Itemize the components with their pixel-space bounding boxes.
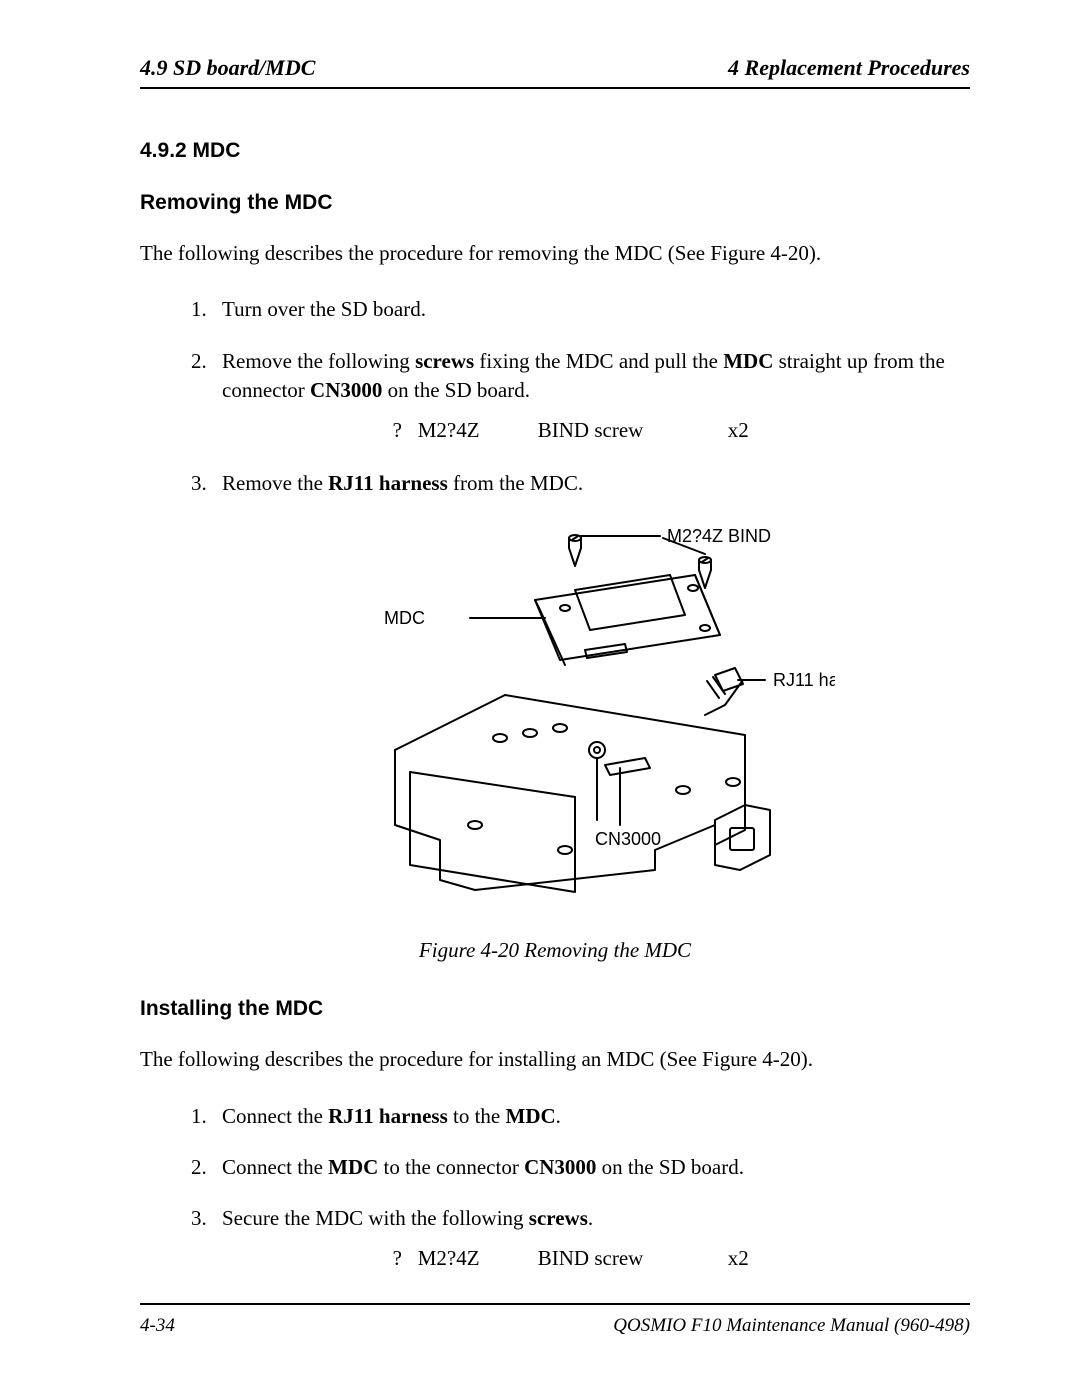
section-number: 4.9.2 MDC (140, 139, 970, 163)
text: Connect the (222, 1155, 328, 1179)
page-header: 4.9 SD board/MDC 4 Replacement Procedure… (140, 55, 970, 89)
screw-spec-line: ? M2?4ZBIND screwx2 (222, 1244, 970, 1273)
bold-text: RJ11 harness (328, 1104, 448, 1128)
text: on the SD board. (596, 1155, 744, 1179)
screw-qty: x2 (728, 416, 749, 445)
bold-text: MDC (723, 349, 773, 373)
removing-step-2: Remove the following screws fixing the M… (212, 347, 970, 445)
removing-intro: The following describes the procedure fo… (140, 239, 970, 267)
removing-step-3: Remove the RJ11 harness from the MDC. (212, 469, 970, 498)
text: Remove the (222, 471, 328, 495)
text: . (556, 1104, 561, 1128)
header-right: 4 Replacement Procedures (728, 55, 970, 81)
text: to the (448, 1104, 506, 1128)
text: . (588, 1206, 593, 1230)
text: from the MDC. (448, 471, 583, 495)
removing-heading: Removing the MDC (140, 191, 970, 215)
bold-text: screws (415, 349, 474, 373)
page-footer: 4-34 QOSMIO F10 Maintenance Manual (960-… (140, 1303, 970, 1337)
bold-text: screws (529, 1206, 588, 1230)
screw-q: ? (222, 416, 402, 445)
diagram-label-mdc: MDC (384, 608, 425, 628)
screw-spec: M2?4Z (418, 1244, 538, 1273)
screw-type: BIND screw (538, 1244, 728, 1273)
removing-step-1: Turn over the SD board. (212, 295, 970, 324)
mdc-diagram: MDC M2?4Z BIND RJ11 harness CN3000 (275, 520, 835, 920)
text: fixing the MDC and pull the (474, 349, 723, 373)
bold-text: MDC (328, 1155, 378, 1179)
installing-step-1: Connect the RJ11 harness to the MDC. (212, 1102, 970, 1131)
installing-steps: Connect the RJ11 harness to the MDC. Con… (140, 1102, 970, 1274)
installing-heading: Installing the MDC (140, 997, 970, 1021)
bold-text: CN3000 (524, 1155, 596, 1179)
bold-text: CN3000 (310, 378, 382, 402)
installing-intro: The following describes the procedure fo… (140, 1045, 970, 1073)
diagram-label-cn3000: CN3000 (595, 829, 661, 849)
diagram-label-rj11: RJ11 harness (773, 670, 835, 690)
footer-left: 4-34 (140, 1315, 175, 1337)
text: on the SD board. (382, 378, 530, 402)
screw-type: BIND screw (538, 416, 728, 445)
footer-right: QOSMIO F10 Maintenance Manual (960-498) (613, 1315, 970, 1337)
figure-caption: Figure 4-20 Removing the MDC (140, 938, 970, 963)
bold-text: RJ11 harness (328, 471, 448, 495)
installing-step-3: Secure the MDC with the following screws… (212, 1204, 970, 1273)
diagram-label-bind: M2?4Z BIND (667, 526, 771, 546)
installing-step-2: Connect the MDC to the connector CN3000 … (212, 1153, 970, 1182)
header-left: 4.9 SD board/MDC (140, 55, 315, 81)
bold-text: MDC (506, 1104, 556, 1128)
text: to the connector (378, 1155, 524, 1179)
removing-steps: Turn over the SD board. Remove the follo… (140, 295, 970, 498)
text: Remove the following (222, 349, 415, 373)
figure-block: MDC M2?4Z BIND RJ11 harness CN3000 (140, 520, 970, 920)
screw-spec-line: ? M2?4ZBIND screwx2 (222, 416, 970, 445)
text: Connect the (222, 1104, 328, 1128)
page: 4.9 SD board/MDC 4 Replacement Procedure… (0, 0, 1080, 1397)
screw-qty: x2 (728, 1244, 749, 1273)
screw-spec: M2?4Z (418, 416, 538, 445)
text: Secure the MDC with the following (222, 1206, 529, 1230)
screw-q: ? (222, 1244, 402, 1273)
